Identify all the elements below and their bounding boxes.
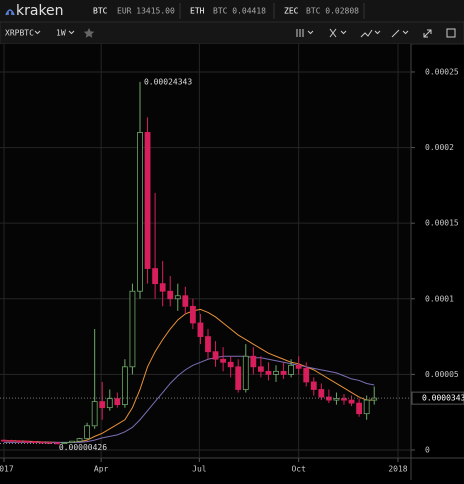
candle-body <box>303 367 310 383</box>
favorite-star[interactable] <box>83 28 95 38</box>
candle-body <box>114 398 121 406</box>
candle-body <box>205 336 211 353</box>
x-tick-label: Apr <box>94 465 109 474</box>
y-tick-label: 0 <box>425 445 430 454</box>
candle-body <box>99 401 106 409</box>
ticker-symbol: BTC <box>93 7 108 16</box>
candle-body <box>144 132 151 269</box>
candle-body <box>61 442 68 444</box>
candle-body <box>371 397 378 401</box>
y-tick-label: 0.00015 <box>425 219 459 228</box>
candle-body <box>235 366 242 390</box>
candle-body <box>167 290 174 300</box>
x-tick-label: 2017 <box>0 465 14 474</box>
candle-body <box>356 402 363 415</box>
candle-body <box>325 396 332 401</box>
logo-icon <box>5 9 15 16</box>
candle-body <box>137 132 143 292</box>
candle-body <box>348 399 355 404</box>
candle-body <box>129 290 136 368</box>
candle-body <box>121 366 128 406</box>
labels: 0 0.00005 0.0001 0.00015 0.0002 0.00025 2017 Ap… <box>0 67 464 474</box>
candle-body <box>76 438 83 442</box>
candle-body <box>197 322 204 337</box>
candle-body <box>318 389 325 398</box>
candle-body <box>84 425 91 440</box>
candle-body <box>363 399 370 415</box>
chevron <box>34 30 41 35</box>
candle-body <box>212 351 219 360</box>
candle-body <box>69 440 75 443</box>
chevron <box>68 30 75 35</box>
ticker-symbol: ETH <box>190 7 205 16</box>
candle-body <box>257 366 264 372</box>
candle-body <box>341 398 347 401</box>
candle-body <box>242 355 249 390</box>
candle-body <box>333 398 340 401</box>
y-tick-label: 0.00005 <box>425 370 459 379</box>
last-price-label: 0.0000343 <box>422 394 464 403</box>
candle-body <box>273 370 279 375</box>
candle-body <box>31 441 38 444</box>
pair-select[interactable]: XRPBTC <box>5 29 34 38</box>
max-price-label: 0.00024343 <box>144 77 192 86</box>
candle-body <box>310 381 317 390</box>
toolbar <box>0 21 464 45</box>
candle-body <box>91 401 98 427</box>
y-tick-label: 0.00025 <box>425 67 459 76</box>
min-price-label: 0.00000426 <box>59 443 107 452</box>
candle-body <box>106 398 113 409</box>
x-tick-label: Oct <box>291 465 306 474</box>
interval-select[interactable]: 1W <box>56 29 66 38</box>
ticker-symbol: ZEC <box>284 7 299 16</box>
candle-body <box>16 440 23 443</box>
logo: kraken <box>16 3 64 19</box>
y-tick-label: 0.0001 <box>425 294 454 303</box>
candle-body <box>38 441 45 444</box>
candle-body <box>295 364 302 369</box>
plot-area <box>0 44 411 458</box>
ticker-quote: BTC 0.02808 <box>306 7 359 16</box>
x-tick-label: Jul <box>192 465 207 474</box>
candle-body <box>288 364 295 375</box>
grid <box>0 44 415 462</box>
x-tick-label: 2018 <box>388 465 407 474</box>
top-bar <box>0 0 464 22</box>
series <box>1 81 378 445</box>
candle-body <box>1 439 7 442</box>
candle-body <box>220 358 227 363</box>
tool-icons[interactable] <box>296 28 456 38</box>
candle-body <box>182 295 189 307</box>
candle-body <box>250 355 257 368</box>
ticker-quote: EUR 13415.00 <box>117 7 175 16</box>
candle-body <box>189 305 196 324</box>
candle-body <box>280 370 287 375</box>
candle-body <box>227 361 234 368</box>
candle-body <box>152 268 159 285</box>
candle-body <box>265 370 272 375</box>
candle-body <box>159 283 166 292</box>
last-price-box <box>411 391 464 405</box>
y-tick-label: 0.0002 <box>425 143 454 152</box>
candle-body <box>8 440 15 442</box>
candle-body <box>174 295 181 300</box>
candle-body <box>23 440 30 443</box>
ticker-quote: BTC 0.04418 <box>213 7 266 16</box>
